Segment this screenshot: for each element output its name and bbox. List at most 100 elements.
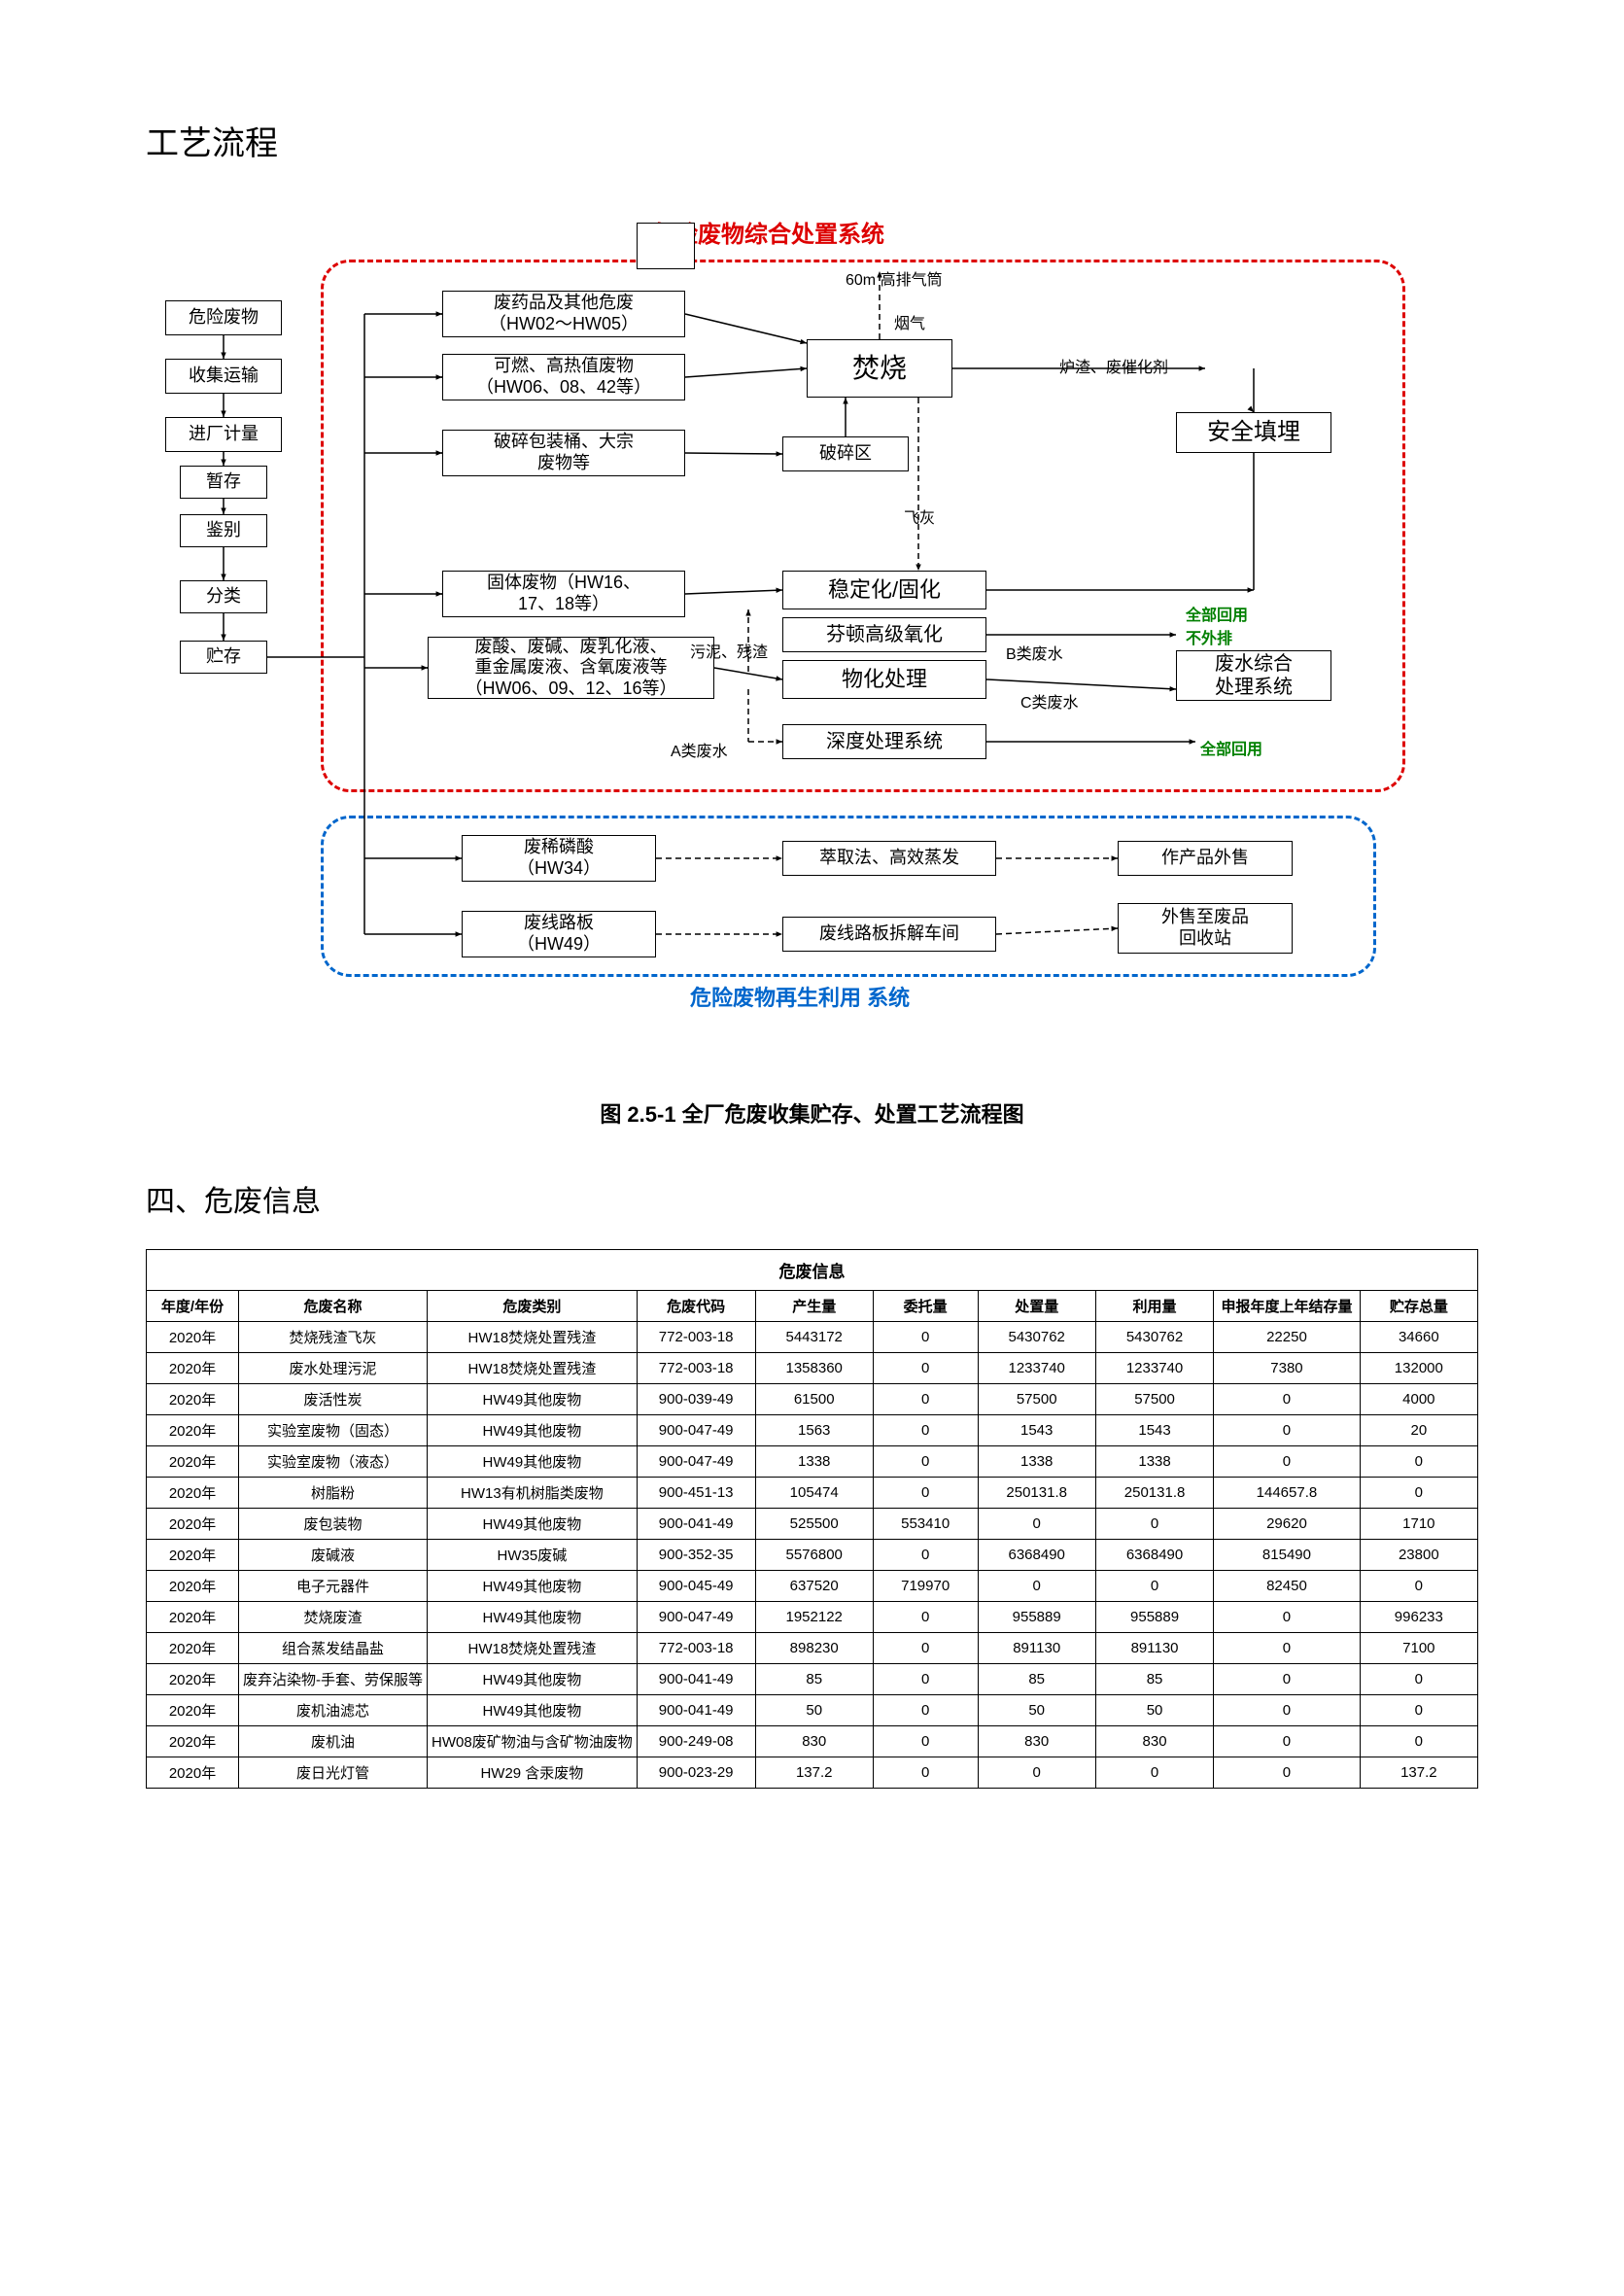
table-row: 2020年焚烧废渣HW49其他废物900-047-491952122095588…	[147, 1602, 1478, 1633]
table-cell: 82450	[1214, 1571, 1360, 1602]
table-cell: 830	[755, 1726, 873, 1757]
table-row: 2020年废包装物HW49其他废物900-041-495255005534100…	[147, 1509, 1478, 1540]
table-cell: 5430762	[1095, 1322, 1213, 1353]
table-cell: 电子元器件	[239, 1571, 428, 1602]
table-col-header: 处置量	[978, 1291, 1095, 1322]
system-title-bottom: 危险废物再生利用 系统	[690, 981, 910, 1012]
flow-node: 废酸、废碱、废乳化液、 重金属废液、含氧废液等 （HW06、09、12、16等）	[428, 637, 714, 699]
table-cell: 1710	[1360, 1509, 1477, 1540]
table-cell: 0	[1214, 1602, 1360, 1633]
table-cell: 525500	[755, 1509, 873, 1540]
flow-label: 烟气	[894, 310, 925, 333]
table-cell: 废碱液	[239, 1540, 428, 1571]
table-cell: 废活性炭	[239, 1384, 428, 1415]
table-col-header: 利用量	[1095, 1291, 1213, 1322]
table-cell: 900-352-35	[637, 1540, 755, 1571]
table-col-header: 委托量	[873, 1291, 978, 1322]
flowchart-diagram: 危险废物综合处置系统 危险废物再生利用 系统 危险废物收集运输进厂计量暂存鉴别分…	[146, 193, 1487, 1068]
table-cell: 0	[1095, 1571, 1213, 1602]
table-cell: 2020年	[147, 1695, 239, 1726]
flow-node: 废线路板 （HW49）	[462, 911, 656, 957]
flow-node	[637, 223, 695, 269]
table-row: 2020年实验室废物（固态）HW49其他废物900-047-4915630154…	[147, 1415, 1478, 1446]
table-cell: 树脂粉	[239, 1478, 428, 1509]
table-cell: 焚烧残渣飞灰	[239, 1322, 428, 1353]
table-row: 2020年废弃沾染物-手套、劳保服等HW49其他废物900-041-498508…	[147, 1664, 1478, 1695]
table-cell: 900-047-49	[637, 1446, 755, 1478]
flow-node: 收集运输	[165, 359, 282, 394]
table-col-header: 产生量	[755, 1291, 873, 1322]
table-cell: 900-047-49	[637, 1415, 755, 1446]
flow-node: 危险废物	[165, 300, 282, 335]
table-cell: 2020年	[147, 1322, 239, 1353]
table-cell: HW18焚烧处置残渣	[428, 1633, 638, 1664]
table-cell: 34660	[1360, 1322, 1477, 1353]
table-cell: 0	[873, 1478, 978, 1509]
table-cell: 0	[1214, 1384, 1360, 1415]
table-cell: 250131.8	[1095, 1478, 1213, 1509]
table-cell: 0	[873, 1384, 978, 1415]
table-col-header: 危废名称	[239, 1291, 428, 1322]
table-row: 2020年树脂粉HW13有机树脂类废物900-451-1310547402501…	[147, 1478, 1478, 1509]
table-cell: 50	[978, 1695, 1095, 1726]
table-cell: 1543	[978, 1415, 1095, 1446]
table-cell: 20	[1360, 1415, 1477, 1446]
table-cell: 23800	[1360, 1540, 1477, 1571]
table-cell: HW18焚烧处置残渣	[428, 1322, 638, 1353]
table-cell: 57500	[1095, 1384, 1213, 1415]
table-cell: 0	[1214, 1664, 1360, 1695]
table-cell: 0	[1095, 1509, 1213, 1540]
table-row: 2020年废机油滤芯HW49其他废物900-041-49500505000	[147, 1695, 1478, 1726]
table-cell: HW35废碱	[428, 1540, 638, 1571]
table-cell: 0	[1214, 1695, 1360, 1726]
table-cell: 0	[873, 1757, 978, 1789]
table-cell: 0	[873, 1726, 978, 1757]
table-cell: HW49其他废物	[428, 1415, 638, 1446]
table-cell: 955889	[1095, 1602, 1213, 1633]
flow-node: 破碎区	[782, 436, 909, 471]
table-cell: 废日光灯管	[239, 1757, 428, 1789]
table-cell: 900-041-49	[637, 1664, 755, 1695]
table-cell: 1338	[755, 1446, 873, 1478]
table-cell: 5443172	[755, 1322, 873, 1353]
table-cell: 85	[755, 1664, 873, 1695]
table-cell: HW49其他废物	[428, 1509, 638, 1540]
table-cell: 900-041-49	[637, 1509, 755, 1540]
table-cell: 900-451-13	[637, 1478, 755, 1509]
table-cell: 0	[978, 1509, 1095, 1540]
flow-node: 焚烧	[807, 339, 952, 398]
table-cell: 1338	[1095, 1446, 1213, 1478]
table-cell: 719970	[873, 1571, 978, 1602]
table-cell: HW49其他废物	[428, 1384, 638, 1415]
table-cell: 898230	[755, 1633, 873, 1664]
waste-info-table: 危废信息 年度/年份危废名称危废类别危废代码产生量委托量处置量利用量申报年度上年…	[146, 1249, 1478, 1789]
table-cell: HW49其他废物	[428, 1446, 638, 1478]
flow-label: A类废水	[671, 738, 728, 761]
table-cell: 2020年	[147, 1509, 239, 1540]
table-row: 2020年电子元器件HW49其他废物900-045-49637520719970…	[147, 1571, 1478, 1602]
table-cell: 0	[1214, 1415, 1360, 1446]
table-col-header: 危废代码	[637, 1291, 755, 1322]
table-cell: 2020年	[147, 1633, 239, 1664]
table-cell: 2020年	[147, 1540, 239, 1571]
table-cell: 891130	[978, 1633, 1095, 1664]
table-cell: 1358360	[755, 1353, 873, 1384]
table-cell: 0	[873, 1602, 978, 1633]
flow-label: C类废水	[1020, 689, 1079, 713]
table-cell: 0	[1360, 1478, 1477, 1509]
flow-node: 进厂计量	[165, 417, 282, 452]
table-cell: 0	[1095, 1757, 1213, 1789]
table-cell: 2020年	[147, 1353, 239, 1384]
flow-label: 全部回用 不外排	[1186, 602, 1248, 648]
table-cell: 137.2	[1360, 1757, 1477, 1789]
table-cell: 85	[1095, 1664, 1213, 1695]
table-cell: 废水处理污泥	[239, 1353, 428, 1384]
table-cell: 实验室废物（液态）	[239, 1446, 428, 1478]
table-cell: 637520	[755, 1571, 873, 1602]
flow-label: 污泥、残渣	[690, 639, 768, 662]
table-header-row: 年度/年份危废名称危废类别危废代码产生量委托量处置量利用量申报年度上年结存量贮存…	[147, 1291, 1478, 1322]
table-cell: 891130	[1095, 1633, 1213, 1664]
table-cell: 1233740	[1095, 1353, 1213, 1384]
flowchart-caption: 图 2.5-1 全厂危废收集贮存、处置工艺流程图	[146, 1097, 1478, 1129]
table-cell: 900-045-49	[637, 1571, 755, 1602]
